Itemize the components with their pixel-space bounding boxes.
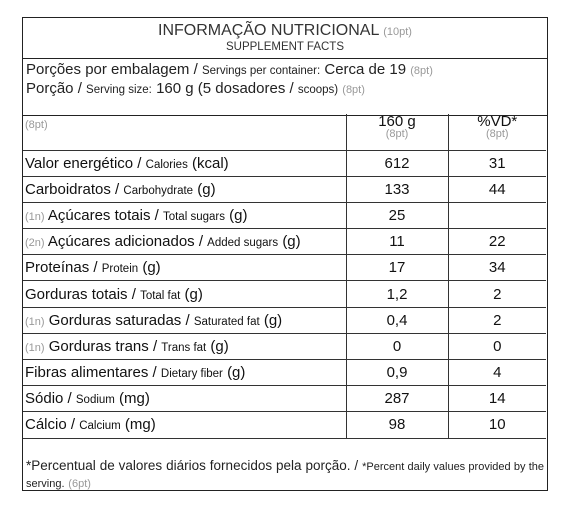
nutrient-name-en: Calcium <box>79 420 121 433</box>
nutrient-unit: (g) <box>282 233 301 251</box>
nutrient-name-en: Saturated fat <box>193 315 260 328</box>
nutrient-amount: 0,9 <box>345 358 449 387</box>
nutrient-daily-value <box>447 201 546 230</box>
nutrient-name-en: Sodium <box>75 394 115 407</box>
nutrient-amount: 1,2 <box>345 280 449 308</box>
nutrient-name-en: Calories <box>145 158 188 171</box>
nutrient-name-en: Dietary fiber <box>160 368 223 381</box>
nutrient-unit: (g) <box>142 259 161 277</box>
nutrient-name-pt: Gorduras saturadas / <box>48 311 190 329</box>
nutrient-daily-value: 4 <box>447 358 546 387</box>
nutrient-name-pt: Proteínas / <box>25 259 98 277</box>
nutrient-name-en: Protein <box>101 263 139 276</box>
nutrient-daily-value: 2 <box>447 280 546 308</box>
nutrient-label: Valor energético / Calories (kcal) <box>23 149 347 177</box>
servings-block: Porções por embalagem / Servings per con… <box>23 59 547 116</box>
nutrient-daily-value: 22 <box>447 228 546 256</box>
nutrient-name-en: Added sugars <box>207 237 279 250</box>
table-row: (1n) Gorduras trans / Trans fat (g) 0 0 <box>23 332 546 361</box>
nutrient-name-en: Trans fat <box>161 341 207 354</box>
table-row: (1n) Gorduras saturadas / Saturated fat … <box>23 306 546 334</box>
nutrient-name-pt: Açúcares totais / <box>47 206 159 224</box>
nutrient-name-en: Total fat <box>140 289 181 302</box>
table-row: Valor energético / Calories (kcal) 612 31 <box>23 149 546 177</box>
nutrient-name-pt: Sódio / <box>25 390 72 408</box>
nutrient-unit: (g) <box>229 206 248 224</box>
indent-note: (1n) <box>25 341 45 354</box>
nutrient-label: (1n) Gorduras saturadas / Saturated fat … <box>23 306 347 334</box>
nutrient-amount: 11 <box>345 228 449 256</box>
nutrient-label: (1n) Gorduras trans / Trans fat (g) <box>23 332 347 361</box>
nutrient-label: Gorduras totais / Total fat (g) <box>23 280 347 308</box>
table-row: Fibras alimentares / Dietary fiber (g) 0,… <box>23 358 546 387</box>
nutrient-unit: (g) <box>263 311 283 329</box>
title-block: INFORMAÇÃO NUTRICIONAL (10pt) SUPPLEMENT… <box>23 18 547 59</box>
nutrient-amount: 25 <box>345 201 449 230</box>
nutrient-amount: 0 <box>345 332 449 361</box>
nutrient-amount: 0,4 <box>345 306 449 334</box>
nutrient-daily-value: 44 <box>447 175 546 203</box>
table-row: Proteínas / Protein (g) 17 34 <box>23 254 546 282</box>
indent-note: (2n) <box>25 237 45 250</box>
table-row: Cálcio / Calcium (mg) 98 10 <box>23 411 546 439</box>
nutrient-amount: 17 <box>345 254 449 282</box>
footnote: *Percentual de valores diários fornecido… <box>26 458 544 490</box>
servings-per-container: Porções por embalagem / Servings per con… <box>26 61 433 78</box>
nutrient-unit: (mg) <box>124 416 156 434</box>
nutrient-unit: (g) <box>227 364 246 382</box>
panel-subtitle: SUPPLEMENT FACTS <box>225 41 344 53</box>
table-row: (1n) Açúcares totais / Total sugars (g) 2… <box>23 201 546 230</box>
indent-note: (1n) <box>25 315 45 328</box>
nutrient-label: Proteínas / Protein (g) <box>23 254 347 282</box>
table-row: Carboidratos / Carbohydrate (g) 133 44 <box>23 175 546 203</box>
table-header-row: (8pt) 160 g (8pt) %VD* (8pt) <box>23 114 546 151</box>
nutrient-unit: (kcal) <box>192 154 229 172</box>
nutrient-amount: 612 <box>345 149 449 177</box>
nutrition-facts-panel: INFORMAÇÃO NUTRICIONAL (10pt) SUPPLEMENT… <box>22 17 548 491</box>
nutrient-name-pt: Carboidratos / <box>25 180 120 198</box>
nutrient-name-pt: Gorduras trans / <box>48 337 158 355</box>
nutrient-label: (1n) Açúcares totais / Total sugars (g) <box>23 201 347 230</box>
nutrient-unit: (g) <box>184 285 203 303</box>
title-main-text: INFORMAÇÃO NUTRICIONAL <box>158 22 379 39</box>
nutrient-label: Sódio / Sodium (mg) <box>23 385 347 413</box>
nutrient-label: (2n) Açúcares adicionados / Added sugars… <box>23 228 347 256</box>
nutrient-label: Fibras alimentares / Dietary fiber (g) <box>23 358 347 387</box>
nutrient-daily-value: 31 <box>447 149 546 177</box>
table-row: Gorduras totais / Total fat (g) 1,2 2 <box>23 280 546 308</box>
table-row: Sódio / Sodium (mg) 287 14 <box>23 385 546 413</box>
nutrient-unit: (g) <box>210 337 229 355</box>
nutrient-table: (8pt) 160 g (8pt) %VD* (8pt) Valor energ… <box>23 114 546 439</box>
nutrient-daily-value: 34 <box>447 254 546 282</box>
nutrient-name-pt: Cálcio / <box>25 416 76 434</box>
nutrient-name-pt: Gorduras totais / <box>25 285 136 303</box>
nutrient-amount: 287 <box>345 385 449 413</box>
header-amount: 160 g (8pt) <box>345 114 449 151</box>
nutrient-daily-value: 0 <box>447 332 546 361</box>
panel-title: INFORMAÇÃO NUTRICIONAL (10pt) <box>23 22 547 40</box>
nutrient-label: Cálcio / Calcium (mg) <box>23 411 347 439</box>
indent-note: (1n) <box>25 210 45 223</box>
nutrient-name-pt: Fibras alimentares / <box>25 364 157 382</box>
nutrient-name-pt: Valor energético / <box>25 154 142 172</box>
nutrient-name-en: Carbohydrate <box>123 184 194 197</box>
table-row: (2n) Açúcares adicionados / Added sugars… <box>23 228 546 256</box>
title-size-note: (10pt) <box>383 26 412 38</box>
nutrient-amount: 133 <box>345 175 449 203</box>
nutrient-unit: (g) <box>197 180 216 198</box>
nutrient-unit: (mg) <box>119 390 150 408</box>
nutrient-daily-value: 14 <box>447 385 546 413</box>
header-corner: (8pt) <box>23 114 347 151</box>
nutrient-daily-value: 2 <box>447 306 546 334</box>
nutrient-daily-value: 10 <box>447 411 546 439</box>
header-daily-value: %VD* (8pt) <box>447 114 546 151</box>
nutrient-label: Carboidratos / Carbohydrate (g) <box>23 175 347 203</box>
nutrient-name-en: Total sugars <box>162 210 225 223</box>
serving-size: Porção / Serving size: 160 g (5 dosadore… <box>26 80 365 97</box>
nutrient-amount: 98 <box>345 411 449 439</box>
nutrient-name-pt: Açúcares adicionados / <box>47 233 203 251</box>
